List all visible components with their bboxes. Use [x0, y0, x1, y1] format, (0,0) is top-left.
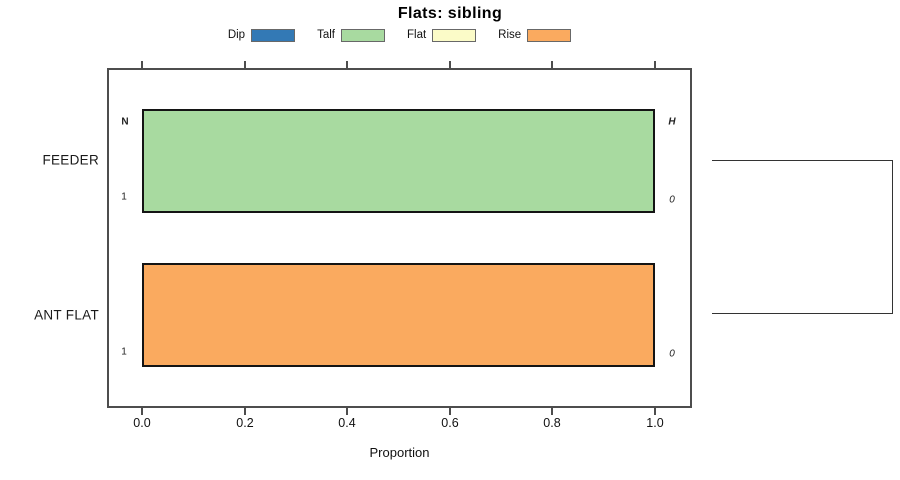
legend-label-flat: Flat — [406, 29, 427, 41]
legend-swatch-dip — [251, 28, 296, 42]
bar-anno-feeder-1: 1 — [121, 191, 127, 203]
bar-anno-feeder-0: 0 — [669, 194, 675, 206]
axis-tick-bottom — [346, 408, 348, 415]
axis-tick-bottom — [654, 408, 656, 415]
axis-tick-bottom — [449, 408, 451, 415]
axis-tick-top — [346, 61, 348, 68]
axis-tick-bottom — [141, 408, 143, 415]
bar-anno-ant-flat-1: 1 — [121, 346, 127, 358]
chart-title: Flats: sibling — [397, 5, 503, 22]
legend-swatch-rise — [527, 28, 572, 42]
axis-tick-label: 0.6 — [441, 416, 459, 430]
bar-anno-feeder-n: N — [121, 116, 129, 128]
axis-tick-label: 0.2 — [236, 416, 254, 430]
axis-tick-top — [244, 61, 246, 68]
bar-anno-feeder-h: H — [668, 116, 676, 128]
axis-tick-label: 0.8 — [543, 416, 561, 430]
axis-tick-top — [449, 61, 451, 68]
legend-item-dip: Dip — [227, 28, 296, 42]
axis-tick-top — [551, 61, 553, 68]
bar-ant-flat — [142, 263, 655, 367]
bar-anno-ant-flat-0: 0 — [669, 348, 675, 360]
axis-tick-label: 0.0 — [133, 416, 151, 430]
legend-swatch-talf — [340, 28, 385, 42]
legend: Dip Talf Flat Rise — [107, 27, 692, 43]
axis-tick-top — [654, 61, 656, 68]
axis-tick-label: 1.0 — [646, 416, 664, 430]
cluster-bracket — [712, 160, 893, 314]
axis-tick-bottom — [551, 408, 553, 415]
x-axis-label: Proportion — [369, 445, 430, 460]
bar-feeder — [142, 109, 655, 213]
legend-label-dip: Dip — [227, 29, 246, 41]
legend-swatch-flat — [432, 28, 477, 42]
legend-label-rise: Rise — [498, 29, 522, 41]
legend-item-rise: Rise — [498, 28, 572, 42]
legend-item-talf: Talf — [317, 28, 385, 42]
legend-label-talf: Talf — [317, 29, 335, 41]
category-label-ant-flat: ANT FLAT — [34, 307, 99, 323]
axis-tick-bottom — [244, 408, 246, 415]
axis-tick-label: 0.4 — [338, 416, 356, 430]
axis-tick-top — [141, 61, 143, 68]
legend-item-flat: Flat — [406, 28, 477, 42]
category-label-feeder: FEEDER — [42, 152, 99, 168]
